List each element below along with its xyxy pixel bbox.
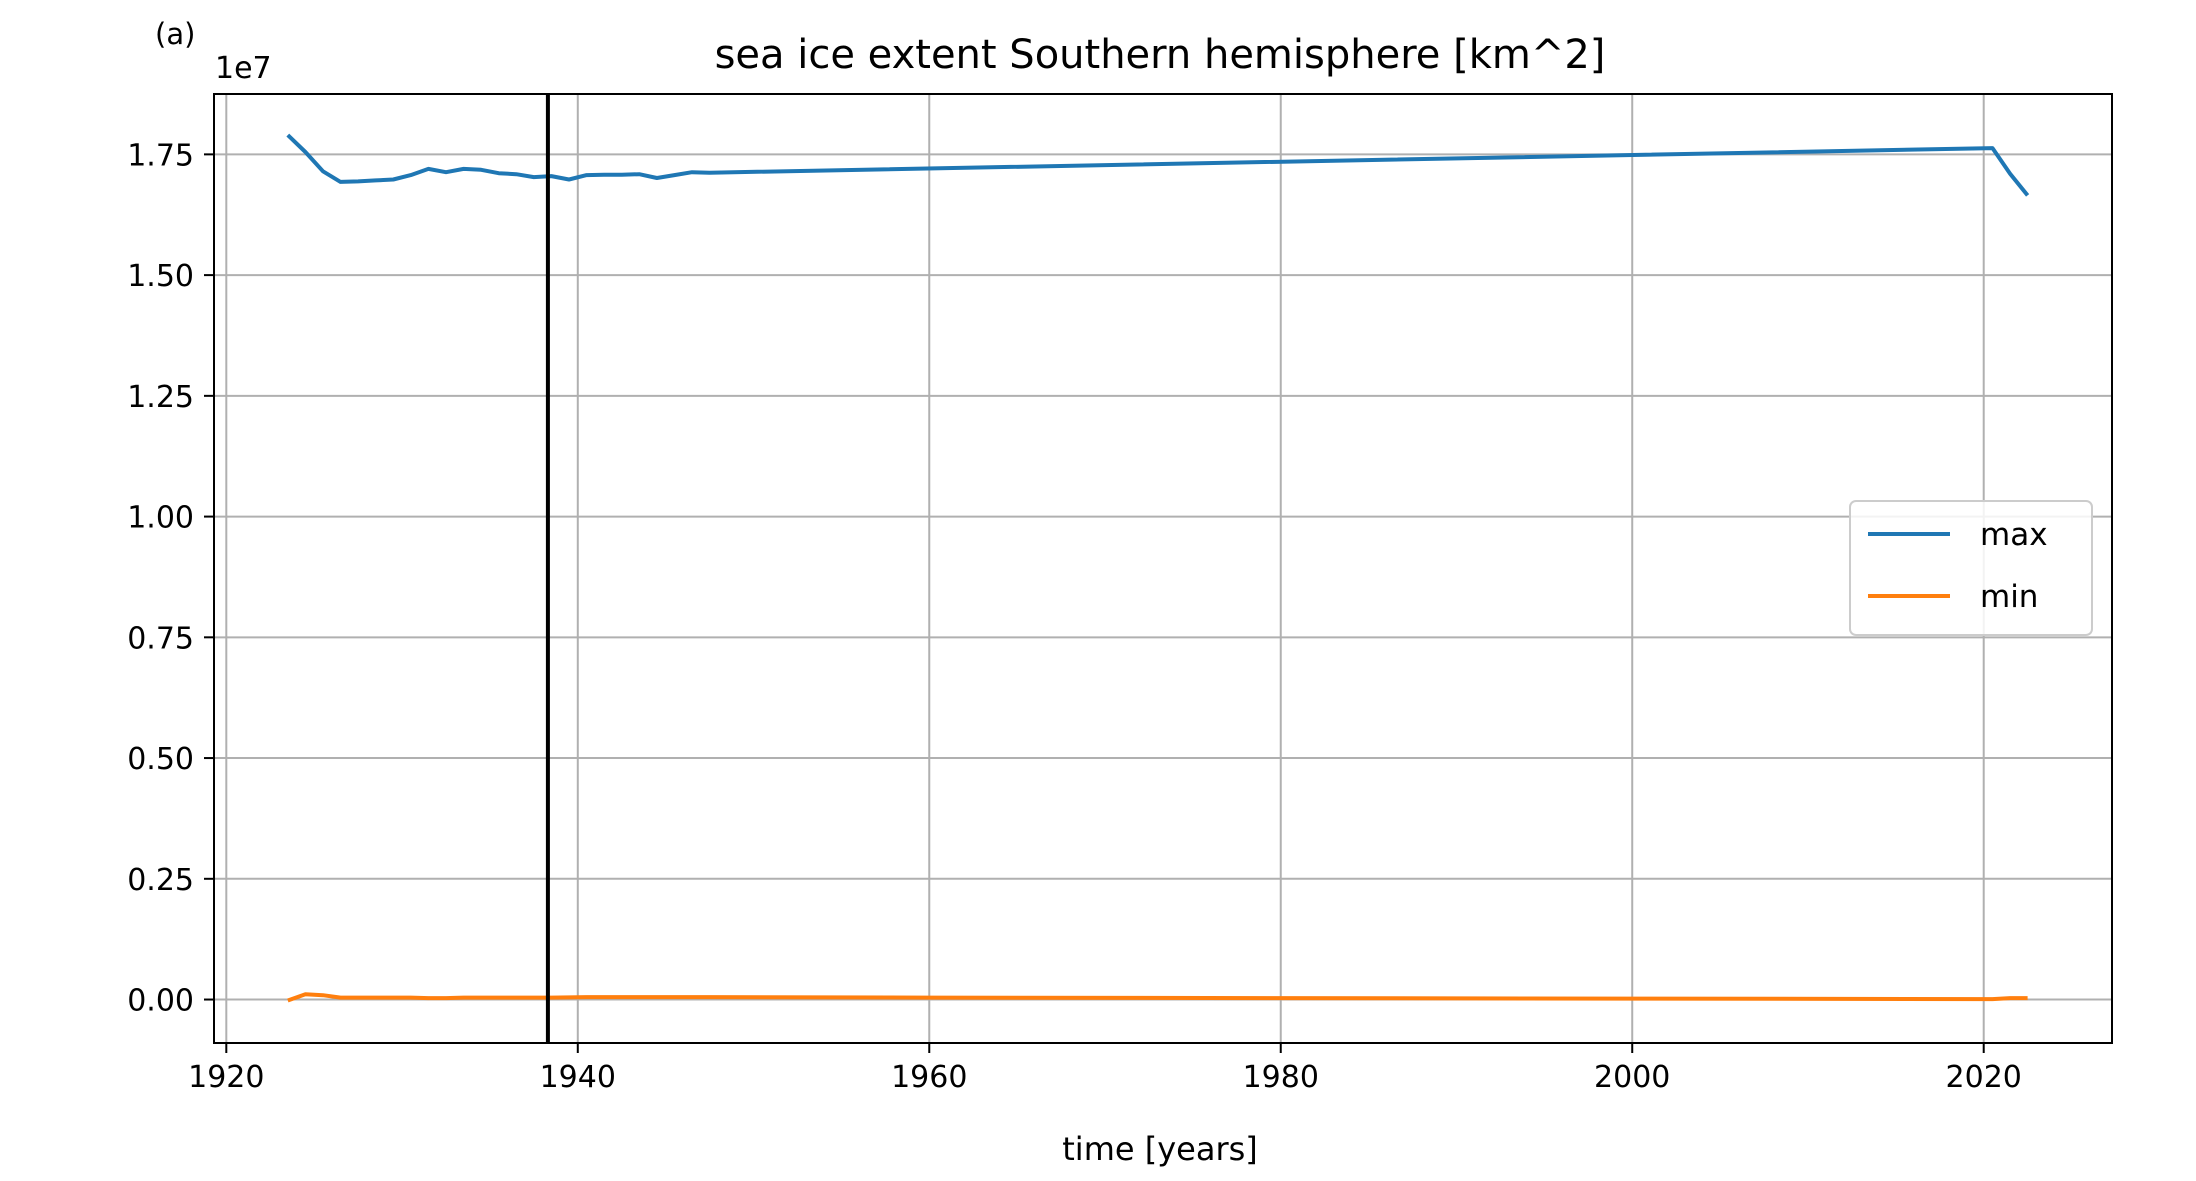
plot-frame bbox=[213, 93, 2113, 1044]
legend-box bbox=[1849, 500, 2093, 636]
series-layer bbox=[286, 133, 2030, 1003]
x-axis-label: time [years] bbox=[1062, 1130, 1258, 1168]
series-line-max bbox=[286, 133, 2030, 197]
chart-title: sea ice extent Southern hemisphere [km^2… bbox=[715, 32, 1606, 78]
y-tick-label: 0.75 bbox=[127, 621, 194, 656]
y-tick-label: 0.00 bbox=[127, 984, 194, 1019]
y-tick-label: 1.25 bbox=[127, 380, 194, 415]
x-tick-label: 1920 bbox=[188, 1060, 264, 1095]
y-tick-label: 0.50 bbox=[127, 742, 194, 777]
x-tick-label: 1940 bbox=[540, 1060, 616, 1095]
panel-label: (a) bbox=[155, 17, 195, 51]
legend-label-min: min bbox=[1980, 579, 2038, 615]
y-offset-label: 1e7 bbox=[215, 51, 272, 86]
y-tick-label: 1.00 bbox=[127, 501, 194, 536]
series-line-min bbox=[287, 992, 2028, 1003]
ticks: 1920 1940 1960 1980 2000 2020 0.00 0.25 0.50 0.75… bbox=[127, 138, 2022, 1095]
x-tick-label: 2000 bbox=[1594, 1060, 1670, 1095]
x-tick-label: 1980 bbox=[1243, 1060, 1319, 1095]
legend: max min bbox=[1849, 500, 2093, 636]
legend-label-max: max bbox=[1980, 517, 2048, 553]
y-tick-label: 1.75 bbox=[127, 138, 194, 173]
y-tick-label: 1.50 bbox=[127, 259, 194, 294]
x-tick-label: 2020 bbox=[1946, 1060, 2022, 1095]
x-tick-label: 1960 bbox=[891, 1060, 967, 1095]
y-tick-label: 0.25 bbox=[127, 863, 194, 898]
